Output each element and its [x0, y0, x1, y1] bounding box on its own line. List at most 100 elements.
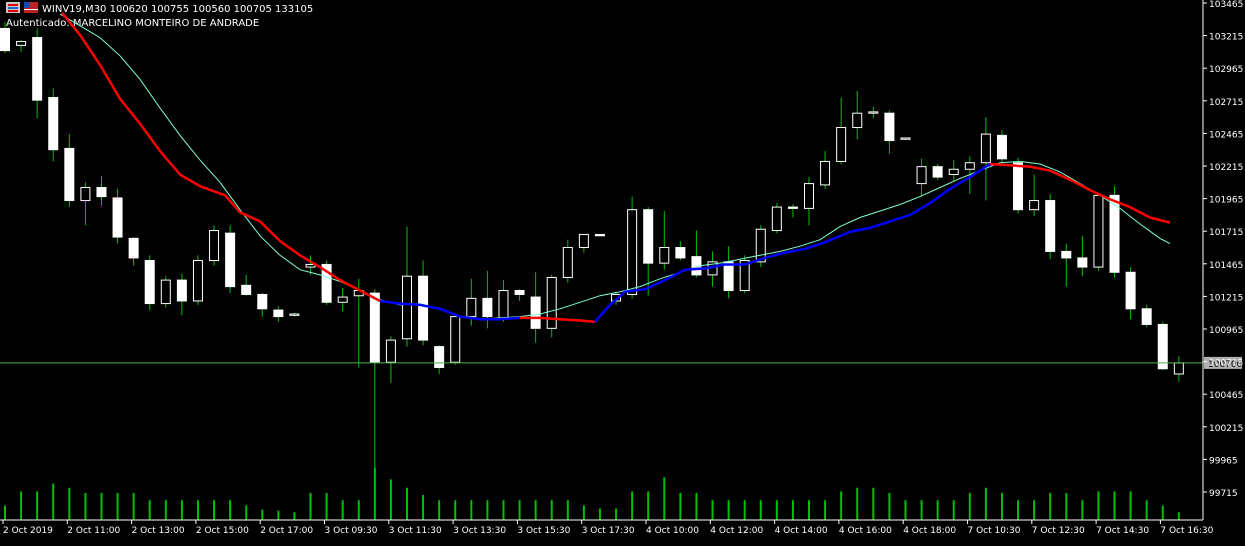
- price-tick-label: 102965: [1209, 65, 1243, 75]
- candle: [980, 117, 991, 201]
- candle: [225, 225, 236, 294]
- ma-fast-up-segment: [379, 299, 521, 321]
- candle-body-up: [852, 112, 863, 129]
- candle: [16, 40, 27, 52]
- candle: [321, 260, 332, 305]
- candle-body-up: [836, 127, 847, 162]
- time-tick-label: 3 Oct 17:30: [582, 526, 635, 536]
- candle: [804, 177, 814, 226]
- candle: [128, 237, 139, 266]
- candle-body-up: [820, 160, 831, 186]
- price-tick-label: 101215: [1209, 293, 1243, 303]
- price-tick-label: 103465: [1209, 0, 1243, 10]
- candle: [1045, 194, 1056, 260]
- price-tick-label: 102715: [1209, 98, 1243, 108]
- candle: [578, 233, 589, 253]
- candle: [562, 239, 573, 283]
- candle: [0, 21, 10, 54]
- candle-body-down: [241, 284, 252, 295]
- candle: [337, 287, 348, 312]
- candle-body-down: [514, 290, 525, 295]
- candle-body-down: [225, 232, 236, 288]
- time-tick-label: 4 Oct 14:00: [775, 526, 828, 536]
- candle: [932, 164, 943, 180]
- ma-fast-up-segment: [594, 162, 991, 323]
- candle-body-up: [305, 263, 316, 268]
- time-tick-label: 2 Oct 13:00: [132, 526, 185, 536]
- candle: [868, 106, 879, 119]
- time-tick-label: 4 Oct 10:00: [646, 526, 699, 536]
- price-tick-label: 100215: [1209, 424, 1243, 434]
- time-tick-label: 2 Oct 17:00: [260, 526, 313, 536]
- candle-body-down: [273, 309, 284, 318]
- candle: [112, 188, 123, 244]
- candle-body-down: [434, 346, 445, 368]
- candle-body-down: [1125, 271, 1136, 310]
- price-tick-label: 101715: [1209, 228, 1243, 238]
- candle-body-down: [1157, 323, 1168, 370]
- symbol-info-line: WINV19,M30 100620 100755 100560 100705 1…: [42, 4, 313, 15]
- candle-body-down: [48, 97, 59, 151]
- candle-body-up: [1093, 194, 1104, 268]
- candle: [771, 203, 782, 234]
- price-tick-label: 100715: [1209, 359, 1243, 369]
- candle-body-down: [128, 237, 139, 259]
- time-tick-label: 4 Oct 12:00: [710, 526, 763, 536]
- candle-body-down: [884, 112, 895, 142]
- time-tick-label: 2 Oct 11:00: [67, 526, 120, 536]
- candle: [241, 274, 252, 296]
- window-icon: [6, 2, 20, 13]
- candle: [916, 158, 927, 196]
- candle: [32, 28, 43, 119]
- candle: [176, 273, 187, 316]
- candle: [836, 97, 847, 165]
- candle-body-up: [1029, 200, 1040, 211]
- time-tick-label: 2 Oct 15:00: [196, 526, 249, 536]
- candle-body-down: [482, 297, 493, 318]
- candle-body-up: [192, 260, 203, 302]
- candle-body-up: [578, 233, 589, 249]
- candle-body-up: [466, 297, 477, 318]
- candle: [884, 110, 895, 154]
- time-tick-label: 7 Oct 12:30: [1032, 526, 1085, 536]
- candle-body-down: [1109, 194, 1120, 273]
- candle-body-up: [627, 209, 638, 295]
- candle: [48, 88, 59, 162]
- candle: [1125, 267, 1136, 320]
- candle: [1061, 243, 1072, 287]
- time-tick-label: 7 Oct 16:30: [1160, 526, 1213, 536]
- candle-body-down: [723, 261, 734, 292]
- candle-body-down: [32, 37, 43, 101]
- candle: [192, 255, 203, 305]
- candle: [514, 289, 525, 301]
- candle-body-down: [64, 147, 75, 202]
- candle: [209, 225, 220, 266]
- candle-body-down: [932, 166, 943, 178]
- candle-body-down: [675, 247, 686, 259]
- candle-body-up: [771, 206, 782, 232]
- candle-body-up: [948, 168, 959, 175]
- candle-body-up: [900, 137, 911, 140]
- candle: [289, 312, 300, 317]
- chart-header: WINV19,M30 100620 100755 100560 100705 1…: [6, 2, 313, 29]
- candle-body-up: [289, 313, 300, 316]
- time-axis[interactable]: 2 Oct 2019 2 Oct 11:00 2 Oct 13:00 2 Oct 15…: [0, 519, 1214, 536]
- candle-body-up: [160, 279, 171, 305]
- price-axis[interactable]: 103465 103215 102965 102715 102465 102215 1019…: [1202, 0, 1243, 520]
- candle: [385, 336, 396, 384]
- price-tick-label: 100465: [1209, 391, 1243, 401]
- candle: [739, 255, 750, 294]
- candle: [900, 137, 911, 140]
- candle-body-up: [209, 230, 220, 262]
- candle: [546, 274, 557, 338]
- price-tick-label: 103215: [1209, 33, 1243, 43]
- candle-body-up: [385, 339, 396, 363]
- candle-body-down: [594, 233, 605, 237]
- candle: [627, 196, 638, 299]
- candle: [369, 289, 380, 485]
- candle: [418, 260, 429, 346]
- candle-body-down: [996, 134, 1007, 160]
- volume-histogram: [4, 468, 1180, 520]
